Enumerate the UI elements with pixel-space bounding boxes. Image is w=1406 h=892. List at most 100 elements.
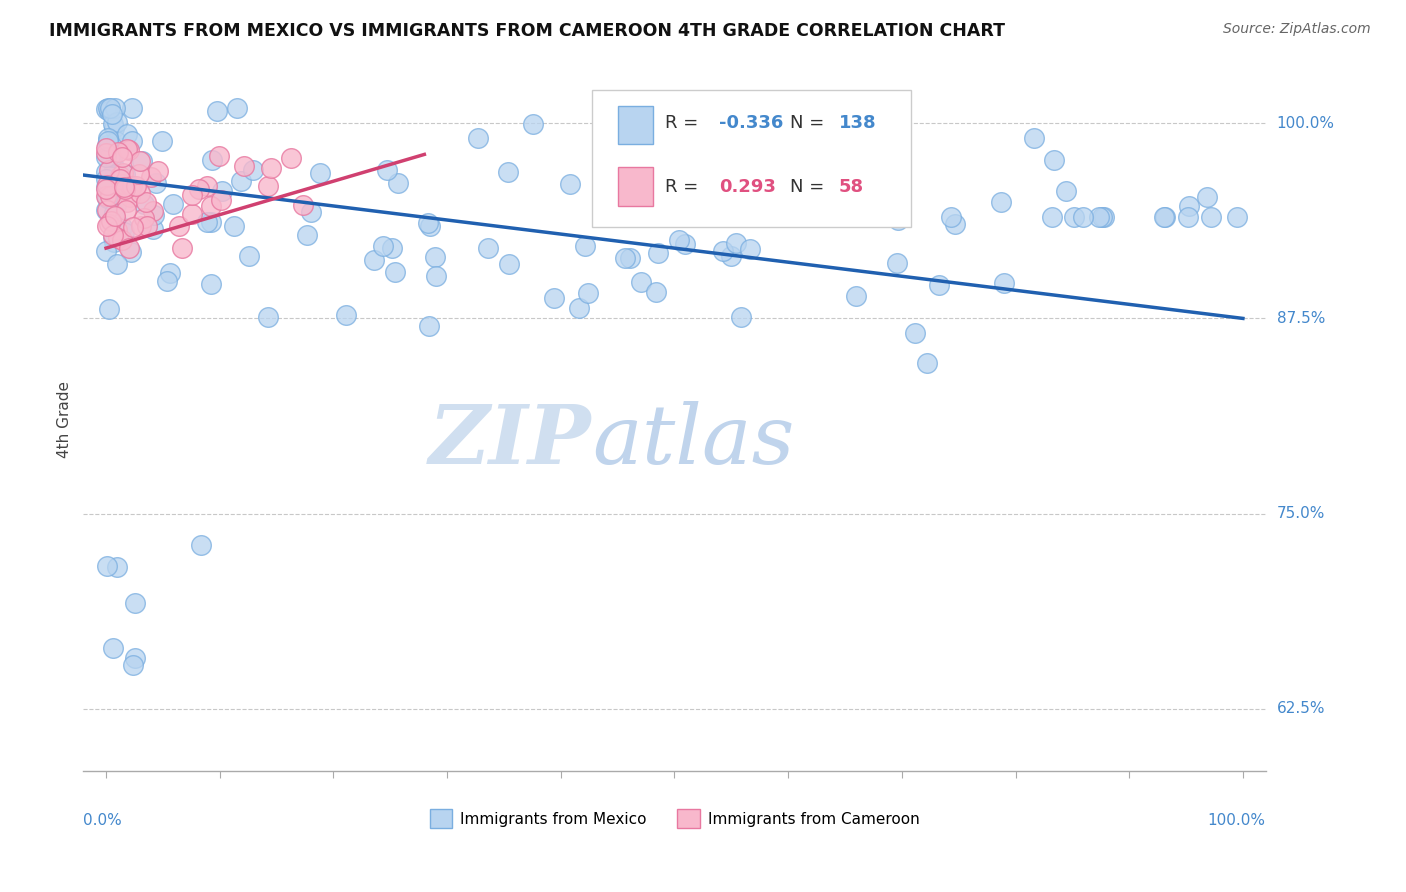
Point: [181, 188, 204, 202]
Point: [387, 176, 409, 190]
Point: [1226, 210, 1249, 224]
Point: [103, 160, 125, 174]
Text: 138: 138: [839, 114, 876, 132]
Point: [111, 178, 134, 192]
Text: N =: N =: [790, 178, 837, 195]
Point: [94, 182, 117, 196]
Point: [124, 597, 146, 611]
Point: [94, 188, 117, 202]
Point: [96, 191, 118, 205]
Point: [724, 236, 747, 251]
Text: IMMIGRANTS FROM MEXICO VS IMMIGRANTS FROM CAMEROON 4TH GRADE CORRELATION CHART: IMMIGRANTS FROM MEXICO VS IMMIGRANTS FRO…: [49, 22, 1005, 40]
Point: [105, 140, 128, 154]
Point: [576, 286, 599, 301]
Text: Source: ZipAtlas.com: Source: ZipAtlas.com: [1223, 22, 1371, 37]
Point: [363, 252, 385, 267]
Point: [96, 559, 118, 574]
Point: [1177, 210, 1199, 224]
Y-axis label: 4th Grade: 4th Grade: [58, 382, 72, 458]
Point: [257, 310, 280, 325]
Point: [201, 153, 224, 167]
Point: [844, 289, 866, 303]
Point: [668, 234, 690, 248]
Point: [96, 146, 118, 161]
Point: [309, 166, 332, 180]
Point: [120, 190, 142, 204]
Point: [97, 101, 120, 115]
Point: [98, 149, 121, 163]
Point: [107, 231, 129, 245]
Point: [233, 159, 256, 173]
Point: [141, 169, 163, 184]
Point: [941, 211, 963, 225]
Point: [128, 168, 150, 182]
Point: [1040, 210, 1063, 224]
Point: [375, 162, 398, 177]
Point: [107, 559, 129, 574]
Point: [260, 161, 283, 175]
Point: [94, 171, 117, 186]
Point: [96, 188, 118, 202]
Point: [152, 134, 174, 148]
Point: [1043, 153, 1066, 168]
FancyBboxPatch shape: [592, 89, 911, 227]
Point: [292, 198, 315, 212]
Point: [887, 213, 910, 227]
Point: [207, 103, 229, 118]
Point: [373, 239, 395, 253]
Point: [467, 131, 489, 145]
Point: [115, 203, 138, 218]
Point: [134, 197, 156, 211]
Point: [104, 209, 127, 223]
Point: [280, 151, 302, 165]
Point: [105, 134, 128, 148]
Point: [200, 277, 222, 291]
Point: [96, 138, 118, 153]
Point: [477, 240, 499, 254]
Point: [1197, 190, 1219, 204]
Point: [103, 117, 125, 131]
Point: [112, 225, 135, 239]
Point: [1054, 184, 1077, 198]
Point: [96, 219, 118, 233]
Point: [145, 176, 167, 190]
Point: [238, 249, 260, 263]
Point: [105, 257, 128, 271]
Point: [1063, 210, 1085, 224]
Point: [1091, 210, 1114, 224]
Point: [111, 233, 134, 247]
Point: [131, 153, 153, 168]
Point: [574, 239, 596, 253]
Point: [181, 207, 204, 221]
Point: [568, 301, 591, 316]
Point: [100, 214, 122, 228]
Text: 0.293: 0.293: [720, 178, 776, 195]
Point: [1092, 210, 1115, 224]
Point: [990, 195, 1012, 210]
Point: [100, 107, 122, 121]
Point: [105, 223, 128, 237]
Text: 87.5%: 87.5%: [1277, 311, 1324, 326]
Bar: [617, 167, 654, 205]
Point: [103, 121, 125, 136]
Point: [257, 178, 280, 193]
Point: [299, 205, 322, 219]
Point: [607, 193, 630, 207]
Point: [103, 101, 125, 115]
Point: [1071, 210, 1094, 224]
Point: [226, 101, 249, 115]
Point: [110, 169, 132, 183]
Point: [114, 182, 136, 196]
Text: R =: R =: [665, 178, 710, 195]
Point: [156, 274, 179, 288]
Point: [928, 277, 950, 292]
Point: [159, 266, 181, 280]
Point: [111, 219, 134, 234]
Point: [740, 242, 762, 256]
Point: [110, 150, 132, 164]
Point: [711, 244, 734, 259]
Point: [115, 194, 138, 209]
Point: [96, 202, 118, 217]
Point: [1178, 199, 1201, 213]
Point: [97, 134, 120, 148]
